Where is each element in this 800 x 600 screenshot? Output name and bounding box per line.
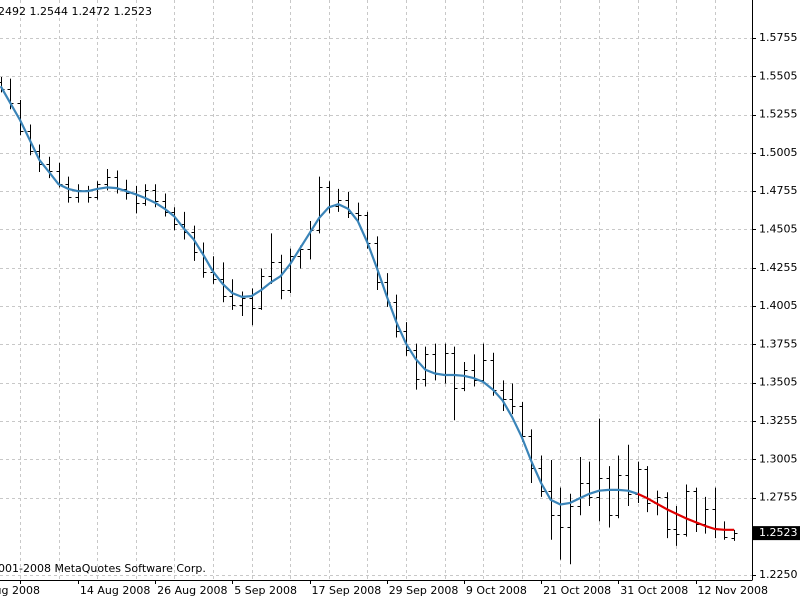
y-tick-label: 1.4505 <box>759 222 798 235</box>
marks <box>0 77 738 565</box>
indicator-line <box>0 85 638 506</box>
copyright: 001-2008 MetaQuotes Software Corp. <box>0 562 206 575</box>
price-label: 1.2523 <box>759 526 798 539</box>
x-tick-label: 21 Oct 2008 <box>543 584 611 597</box>
x-tick-label: 9 Oct 2008 <box>466 584 527 597</box>
x-tick-label: 29 Sep 2008 <box>389 584 459 597</box>
x-tick-label: 12 Nov 2008 <box>698 584 768 597</box>
y-tick-label: 1.5005 <box>759 146 798 159</box>
x-tick-label: 17 Sep 2008 <box>312 584 382 597</box>
x-tick-label: 5 Sep 2008 <box>234 584 297 597</box>
y-tick-label: 1.5755 <box>759 31 798 44</box>
x-tick-label: 31 Oct 2008 <box>620 584 688 597</box>
y-tick-label: 1.3005 <box>759 452 798 465</box>
y-tick-label: 1.3505 <box>759 376 798 389</box>
y-tick-label: 1.5505 <box>759 69 798 82</box>
grid <box>0 0 752 580</box>
y-tick-label: 1.3755 <box>759 337 798 350</box>
x-tick-label: 14 Aug 2008 <box>80 584 150 597</box>
y-tick-label: 1.5255 <box>759 108 798 121</box>
y-tick-label: 1.2250 <box>759 568 798 581</box>
indicator-line <box>637 492 735 531</box>
x-tick-label: ug 2008 <box>0 584 40 597</box>
y-tick-label: 1.2755 <box>759 491 798 504</box>
y-tick-label: 1.4255 <box>759 261 798 274</box>
x-tick-label: 26 Aug 2008 <box>157 584 227 597</box>
y-tick-label: 1.4755 <box>759 184 798 197</box>
y-tick-label: 1.4005 <box>759 299 798 312</box>
price-box <box>753 526 800 541</box>
labels: 1.5755 1.5505 1.5255 1.5005 1.4755 1.4505 1.42… <box>0 31 800 597</box>
header: 2492 1.2544 1.2472 1.2523 <box>0 5 152 18</box>
y-tick-label: 1.3255 <box>759 414 798 427</box>
